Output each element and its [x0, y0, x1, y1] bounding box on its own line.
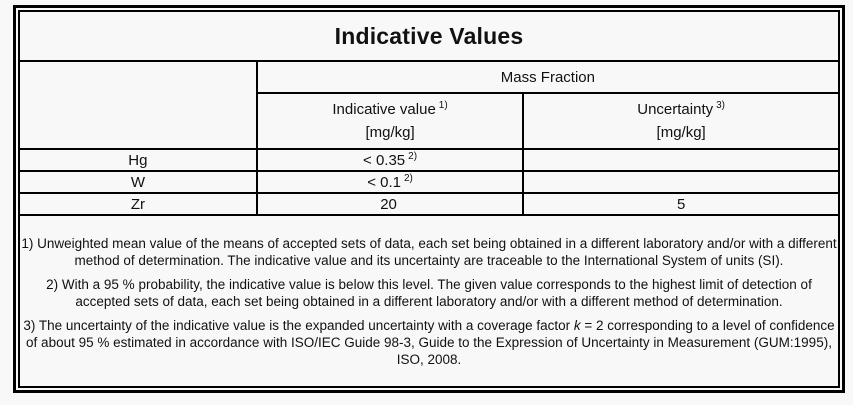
element-symbol: Zr	[18, 192, 258, 216]
mass-fraction-group-header: Mass Fraction	[255, 60, 841, 94]
footnote-ref-3-marker: 3)	[716, 99, 726, 111]
element-symbol: Hg	[18, 148, 258, 172]
uncertainty-unit: [mg/kg]	[656, 124, 706, 141]
uncertainty-cell	[522, 170, 840, 194]
indicative-value: < 0.35	[363, 151, 406, 169]
footnote-ref-1-marker: 1)	[438, 99, 448, 111]
footnote-1: 1) Unweighted mean value of the means of…	[21, 235, 837, 268]
indicative-value-cell: 20	[255, 192, 525, 216]
footnotes-row: 1) Unweighted mean value of the means of…	[18, 214, 840, 388]
indicative-value: < 0.1	[367, 173, 401, 191]
footnote-2: 2) With a 95 % probability, the indicati…	[46, 276, 812, 309]
table-row-w: W < 0.1 2)	[18, 170, 840, 194]
footnote-3-text-end: = 2 corresponding to a level of confiden…	[26, 317, 835, 367]
page-title: Indicative Values	[18, 10, 840, 62]
uncertainty-column-header: Uncertainty 3) [mg/kg]	[522, 92, 840, 150]
table-row-zr: Zr 20 5	[18, 192, 840, 216]
indicative-values-table: Indicative Values Mass Fraction Indicati…	[18, 10, 841, 388]
indicative-value-label: Indicative value	[332, 100, 436, 118]
footnote-3: 3) The uncertainty of the indicative val…	[21, 317, 837, 368]
indicative-value-unit: [mg/kg]	[365, 124, 415, 141]
uncertainty-label: Uncertainty	[637, 100, 714, 118]
indicative-value-column-header: Indicative value 1) [mg/kg]	[255, 92, 525, 150]
element-column-header-empty	[18, 60, 258, 150]
footnote-3-text-start: 3) The uncertainty of the indicative val…	[23, 317, 574, 333]
table-row-hg: Hg < 0.35 2)	[18, 148, 840, 172]
table-outer-frame: Indicative Values Mass Fraction Indicati…	[13, 5, 845, 393]
footnote-ref-2-marker: 2)	[408, 150, 418, 162]
indicative-value-cell: < 0.1 2)	[255, 170, 525, 194]
coverage-factor-k-variable: k	[573, 317, 581, 333]
uncertainty-cell: 5	[522, 192, 840, 216]
element-symbol: W	[18, 170, 258, 194]
title-row: Indicative Values	[18, 10, 840, 62]
indicative-value-cell: < 0.35 2)	[255, 148, 525, 172]
uncertainty-cell	[522, 148, 840, 172]
footnote-ref-2-marker: 2)	[403, 172, 413, 184]
group-header-row: Mass Fraction	[18, 60, 841, 150]
indicative-value: 20	[380, 195, 397, 213]
column-header-row: Indicative value 1) [mg/kg] Uncertainty 3)…	[19, 92, 840, 150]
footnotes-section: 1) Unweighted mean value of the means of…	[18, 214, 840, 388]
